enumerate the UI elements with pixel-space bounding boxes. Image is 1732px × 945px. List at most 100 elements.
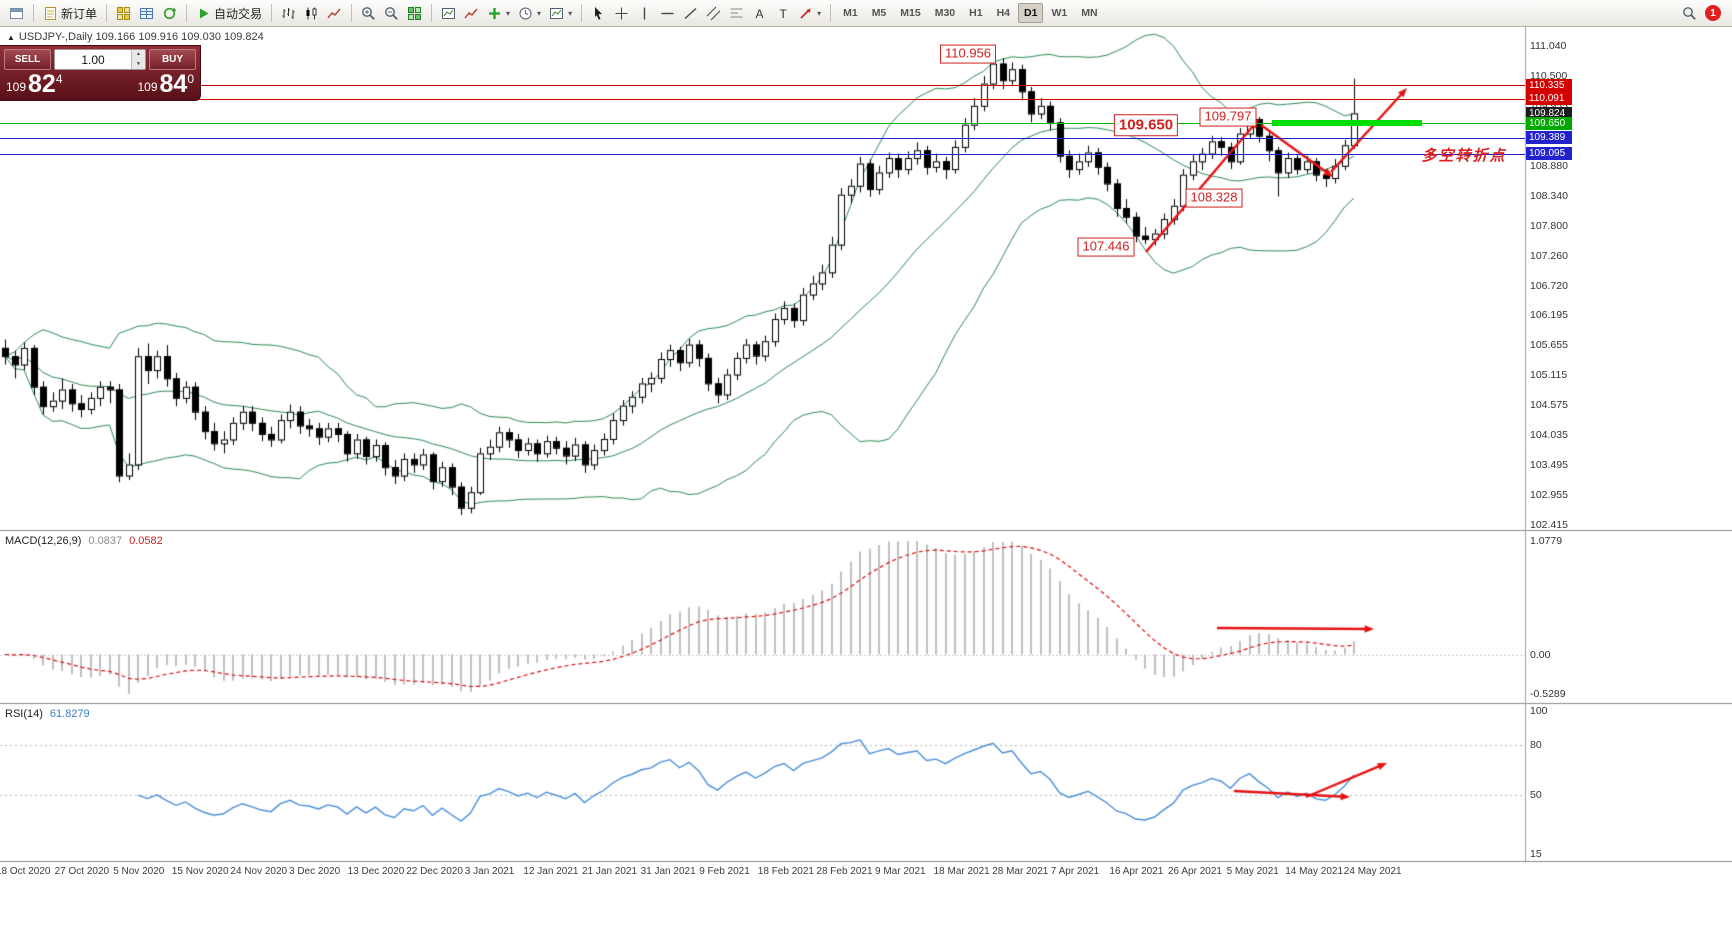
turning-point-label[interactable]: 多空转折点	[1421, 147, 1507, 165]
rsi-title: RSI(14)	[5, 708, 43, 720]
new-order-label: 新订单	[61, 6, 98, 21]
zoom-out-icon[interactable]	[381, 3, 402, 24]
date-axis-label: 15 Nov 2020	[171, 866, 229, 877]
bar-chart-icon[interactable]	[278, 3, 299, 24]
price-axis-label: 103.495	[1530, 458, 1568, 471]
price-axis-label: 107.800	[1530, 219, 1568, 232]
price-tag-110335: 110.335	[1526, 79, 1572, 92]
price-axis-label: 104.035	[1530, 428, 1568, 441]
support-line-109095[interactable]	[0, 154, 1525, 155]
timeframe-m5[interactable]: M5	[871, 7, 887, 19]
support-line-109389[interactable]	[0, 138, 1525, 139]
add-indicator-icon[interactable]: ▾	[484, 3, 513, 24]
svg-text:T: T	[780, 7, 788, 21]
volume-down-button[interactable]: ▼	[132, 59, 145, 69]
new-chart-icon[interactable]	[6, 3, 27, 24]
date-axis-label: 28 Feb 2021	[816, 866, 873, 877]
timeframe-d1[interactable]: D1	[1018, 3, 1044, 23]
volume-up-button[interactable]: ▲	[132, 50, 145, 60]
fibonacci-icon[interactable]	[726, 3, 747, 24]
symbol-ohlc-text: USDJPY-,Daily 109.166 109.916 109.030 10…	[18, 31, 264, 43]
timeframe-w1[interactable]: W1	[1051, 7, 1068, 19]
timeframe-m15[interactable]: M15	[900, 7, 921, 19]
autotrading-icon[interactable]: 自动交易	[193, 3, 265, 24]
date-axis-label: 14 May 2021	[1285, 866, 1344, 877]
date-axis-label: 28 Mar 2021	[992, 866, 1049, 877]
low-price-label[interactable]: 107.446	[1077, 237, 1135, 257]
new-order-icon[interactable]: 新订单	[40, 3, 100, 24]
volume-control: ▲ ▼	[54, 49, 146, 70]
highlight-zone[interactable]	[1272, 120, 1422, 126]
notification-badge[interactable]: 1	[1705, 5, 1721, 21]
sell-price-main: 82	[28, 70, 56, 98]
timeframe-h1[interactable]: H1	[969, 7, 983, 19]
timeframe-m30[interactable]: M30	[934, 7, 956, 19]
text-icon[interactable]: A	[749, 3, 770, 24]
vertical-line-icon[interactable]	[634, 3, 655, 24]
price-axis-label: 108.340	[1530, 189, 1568, 202]
timeframe-h4[interactable]: H4	[996, 7, 1011, 19]
level-price-label[interactable]: 109.650	[1113, 114, 1179, 136]
swing-low-price-label[interactable]: 108.328	[1185, 188, 1243, 208]
refresh-icon[interactable]	[159, 3, 180, 24]
dropdown-caret-icon[interactable]: ▾	[568, 8, 573, 18]
cursor-icon[interactable]	[588, 3, 609, 24]
channel-icon[interactable]	[703, 3, 724, 24]
resistance-line-110091[interactable]	[0, 99, 1525, 100]
ohlc-toggle-icon[interactable]: ▲	[7, 33, 15, 42]
swing-high-price-label[interactable]: 109.797	[1199, 107, 1257, 127]
price-axis-label: 107.260	[1530, 249, 1568, 262]
label-icon[interactable]: T	[772, 3, 793, 24]
symbol-header: ▲ USDJPY-,Daily 109.166 109.916 109.030 1…	[7, 31, 264, 43]
template-icon[interactable]: ▾	[546, 3, 575, 24]
arrow-objects-icon[interactable]: ▾	[795, 3, 824, 24]
price-axis-label: 110.500	[1530, 69, 1568, 82]
rsi-header: RSI(14) 61.8279	[5, 708, 90, 720]
chart-shift-icon[interactable]	[461, 3, 482, 24]
resistance-line-110335[interactable]	[0, 85, 1525, 86]
toolbar-separator	[271, 4, 273, 22]
auto-scroll-icon[interactable]	[438, 3, 459, 24]
crosshair-icon[interactable]	[611, 3, 632, 24]
macd-header: MACD(12,26,9) 0.0837 0.0582	[5, 535, 163, 547]
one-click-trading-panel: SELL ▲ ▼ BUY 109 82 4 109 84 0	[0, 45, 201, 101]
sell-button[interactable]: SELL	[4, 49, 51, 70]
search-icon[interactable]	[1679, 3, 1700, 24]
horizontal-line-icon[interactable]	[657, 3, 678, 24]
dropdown-caret-icon[interactable]: ▾	[537, 8, 542, 18]
market-watch-icon[interactable]	[136, 3, 157, 24]
buy-button[interactable]: BUY	[149, 49, 196, 70]
timeframe-mn[interactable]: MN	[1081, 7, 1098, 19]
timeframe-m1[interactable]: M1	[843, 7, 858, 19]
line-chart-icon[interactable]	[324, 3, 345, 24]
date-axis-label: 18 Mar 2021	[933, 866, 990, 877]
toolbar-separator	[186, 4, 188, 22]
buy-price-pip: 0	[187, 72, 194, 86]
tile-windows-icon[interactable]	[404, 3, 425, 24]
buy-price[interactable]: 109 84 0	[137, 71, 194, 97]
trendline-icon[interactable]	[680, 3, 701, 24]
candlestick-chart-icon[interactable]	[301, 3, 322, 24]
date-axis-label: 5 May 2021	[1226, 866, 1279, 877]
dropdown-caret-icon[interactable]: ▾	[817, 8, 822, 18]
macd-axis-label: -0.5289	[1530, 688, 1566, 700]
dropdown-caret-icon[interactable]: ▾	[506, 8, 511, 18]
macd-axis-label: 0.00	[1530, 648, 1551, 661]
price-tag-109095: 109.095	[1526, 147, 1572, 160]
period-icon[interactable]: ▾	[515, 3, 544, 24]
rsi-axis-label: 100	[1530, 705, 1548, 717]
level-line-109650[interactable]	[0, 123, 1525, 124]
price-axis-label: 106.720	[1530, 279, 1568, 292]
date-axis-label: 27 Oct 2020	[54, 866, 110, 877]
price-tag-109824: 109.824	[1526, 107, 1572, 120]
date-axis-label: 9 Feb 2021	[699, 866, 750, 877]
price-tag-109389: 109.389	[1526, 131, 1572, 144]
sell-price[interactable]: 109 82 4	[6, 71, 63, 97]
price-tag-109650: 109.650	[1526, 117, 1572, 130]
zoom-in-icon[interactable]	[358, 3, 379, 24]
high-price-label[interactable]: 110.956	[939, 44, 997, 64]
chart-tiles-icon[interactable]	[113, 3, 134, 24]
volume-input[interactable]	[55, 50, 131, 69]
svg-text:A: A	[756, 7, 764, 21]
